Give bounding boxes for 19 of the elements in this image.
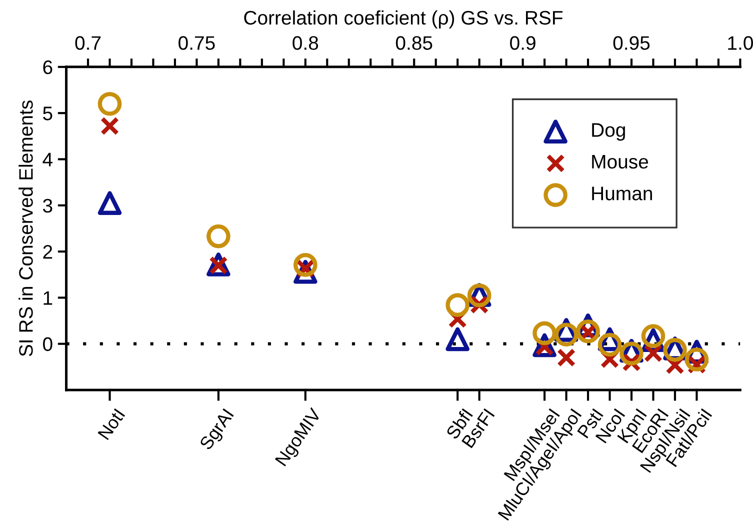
y-tick-label: 0 (43, 337, 52, 352)
x-tick-label: 0.8 (292, 36, 318, 50)
y-tick-label: 5 (43, 106, 52, 120)
x-tick-label: 0.7 (75, 36, 101, 50)
legend-label: Dog (592, 123, 625, 141)
y-axis-title: SI RS in Conserved Elements (18, 100, 33, 356)
y-tick-label: 1 (44, 291, 52, 305)
y-tick-label: 3 (43, 198, 52, 213)
x-tick-label: 0.85 (396, 36, 432, 50)
y-tick-label: 6 (43, 60, 52, 74)
x-tick-label: 0.75 (178, 36, 215, 50)
y-tick-label: 4 (42, 152, 52, 166)
legend-label: Mouse (592, 155, 648, 169)
x-tick-label: 1.0 (728, 36, 753, 50)
x-axis-title: Correlation coeficient (ρ) GS vs. RSF (244, 10, 563, 29)
legend-label: Human (592, 186, 652, 200)
x-tick-label: 0.95 (613, 36, 650, 50)
y-tick-label: 2 (43, 244, 52, 259)
x-tick-label: 0.9 (510, 36, 536, 50)
